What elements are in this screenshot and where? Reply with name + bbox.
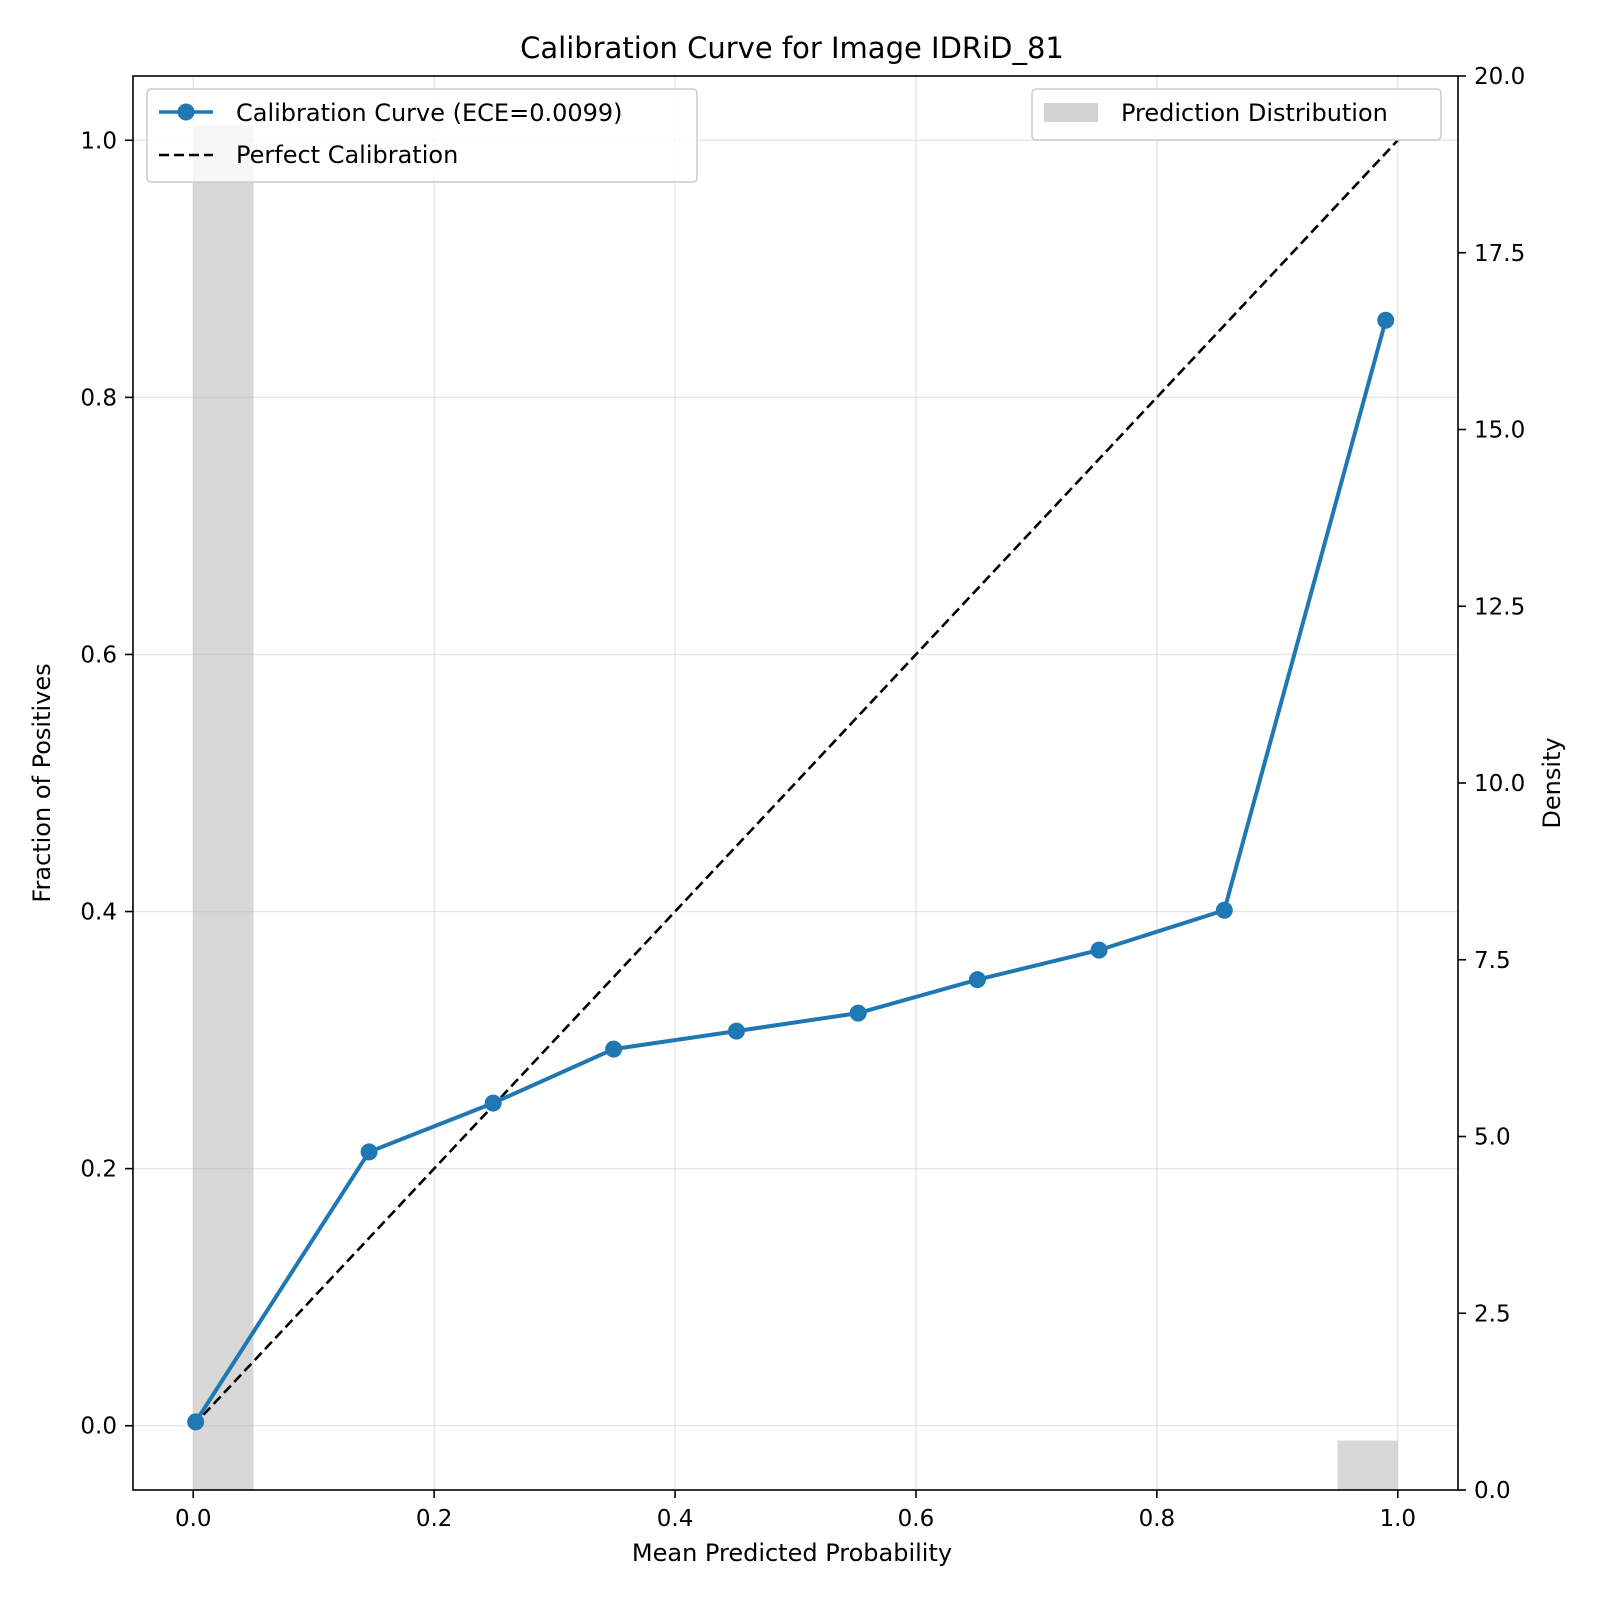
y2-tick-label-5: 12.5 xyxy=(1474,594,1525,620)
x-tick-label-1: 0.2 xyxy=(416,1506,453,1532)
y-tick-label-4: 0.8 xyxy=(80,385,117,411)
y2-tick-label-3: 7.5 xyxy=(1474,948,1511,974)
perfect-calibration-line xyxy=(192,139,1399,1427)
legend-histogram-label: Prediction Distribution xyxy=(1121,99,1388,127)
legend-left-frame xyxy=(146,88,698,183)
chart-title: Calibration Curve for Image IDRiD_81 xyxy=(520,31,1064,65)
y-tick-label-2: 0.4 xyxy=(80,900,117,926)
calibration-point-3 xyxy=(605,1040,623,1058)
y2-tick-label-2: 5.0 xyxy=(1474,1125,1511,1151)
legend-right-frame xyxy=(1031,88,1442,141)
calibration-point-1 xyxy=(360,1143,378,1161)
y-tick-label-3: 0.6 xyxy=(80,642,117,668)
x-tick-label-5: 1.0 xyxy=(1379,1506,1416,1532)
histogram-layer xyxy=(193,125,1398,1491)
legend-left: Calibration Curve (ECE=0.0099) Perfect C… xyxy=(146,88,698,183)
y-axis-label: Fraction of Positives xyxy=(28,663,56,902)
calibration-point-4 xyxy=(727,1022,745,1040)
histogram-bar-1 xyxy=(1337,1440,1398,1490)
y2-tick-label-7: 17.5 xyxy=(1474,241,1525,267)
y2-tick-label-1: 2.5 xyxy=(1474,1301,1511,1327)
y2-tick-label-4: 10.0 xyxy=(1474,771,1525,797)
calibration-curve-line xyxy=(193,319,1388,1423)
x-axis-ticks: 0.0 0.2 0.4 0.6 0.8 1.0 xyxy=(175,1490,1416,1532)
y2-axis-ticks: 0.0 2.5 5.0 7.5 10.0 12.5 15.0 17.5 20.0 xyxy=(1458,64,1525,1504)
x-tick-label-4: 0.8 xyxy=(1139,1506,1176,1532)
y2-tick-label-8: 20.0 xyxy=(1474,64,1525,90)
legend-calibration-label: Calibration Curve (ECE=0.0099) xyxy=(236,99,623,127)
x-tick-label-3: 0.6 xyxy=(898,1506,935,1532)
histogram-bar-0 xyxy=(193,125,254,1491)
y-tick-label-1: 0.2 xyxy=(80,1157,117,1183)
legend-perfect-label: Perfect Calibration xyxy=(236,141,458,169)
calibration-point-5 xyxy=(849,1004,867,1022)
y-axis-ticks: 0.0 0.2 0.4 0.6 0.8 1.0 xyxy=(80,128,133,1440)
legend-histogram-swatch xyxy=(1044,103,1098,122)
x-tick-label-2: 0.4 xyxy=(657,1506,694,1532)
y2-tick-label-0: 0.0 xyxy=(1474,1478,1511,1504)
calibration-point-8 xyxy=(1215,901,1233,919)
calibration-point-0 xyxy=(187,1413,205,1431)
legend-calibration-marker xyxy=(177,103,195,121)
y2-axis-label: Density xyxy=(1538,737,1566,828)
y-tick-label-5: 1.0 xyxy=(80,128,117,154)
series-layer xyxy=(187,139,1399,1431)
grid-layer xyxy=(133,76,1458,1490)
y2-tick-label-6: 15.0 xyxy=(1474,418,1525,444)
x-tick-label-0: 0.0 xyxy=(175,1506,212,1532)
calibration-point-7 xyxy=(1090,941,1108,959)
calibration-point-6 xyxy=(968,971,986,989)
legend-right: Prediction Distribution xyxy=(1031,88,1442,141)
calibration-point-9 xyxy=(1377,311,1395,329)
calibration-point-2 xyxy=(484,1094,502,1112)
x-axis-label: Mean Predicted Probability xyxy=(632,1539,952,1567)
y-tick-label-0: 0.0 xyxy=(80,1414,117,1440)
